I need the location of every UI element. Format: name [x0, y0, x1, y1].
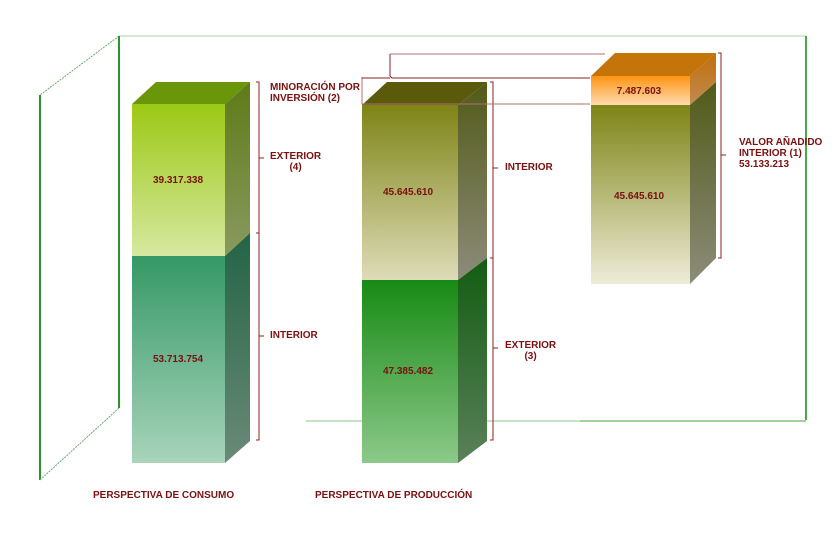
value-consumo-exterior: 39.317.338 [152, 175, 204, 186]
value-consumo-interior: 53.713.754 [152, 354, 204, 365]
category-produccion: PERSPECTIVA DE PRODUCCIÓN [315, 490, 473, 501]
value-produccion-exterior: 47.385.482 [382, 366, 434, 377]
label-exterior-3: EXTERIOR (3) [505, 340, 557, 362]
bar-produccion [362, 82, 487, 463]
value-va-minoracion: 7.487.603 [616, 86, 662, 97]
label-valor-anadido: VALOR AÑADIDO INTERIOR (1) 53.133.213 [739, 137, 823, 170]
label-minoracion: MINORACIÓN POR INVERSIÓN (2) [270, 82, 360, 104]
label-interior-consumo: INTERIOR [270, 330, 318, 341]
annotation-brackets [256, 52, 726, 441]
category-consumo: PERSPECTIVA DE CONSUMO [93, 490, 235, 501]
label-exterior-4: EXTERIOR (4) [270, 151, 322, 173]
bar-valor-anadido [591, 53, 716, 284]
bar-consumo [132, 82, 250, 463]
value-produccion-interior: 45.645.610 [382, 187, 434, 198]
label-interior-produccion: INTERIOR [505, 162, 553, 173]
value-va-interior: 45.645.610 [613, 191, 665, 202]
